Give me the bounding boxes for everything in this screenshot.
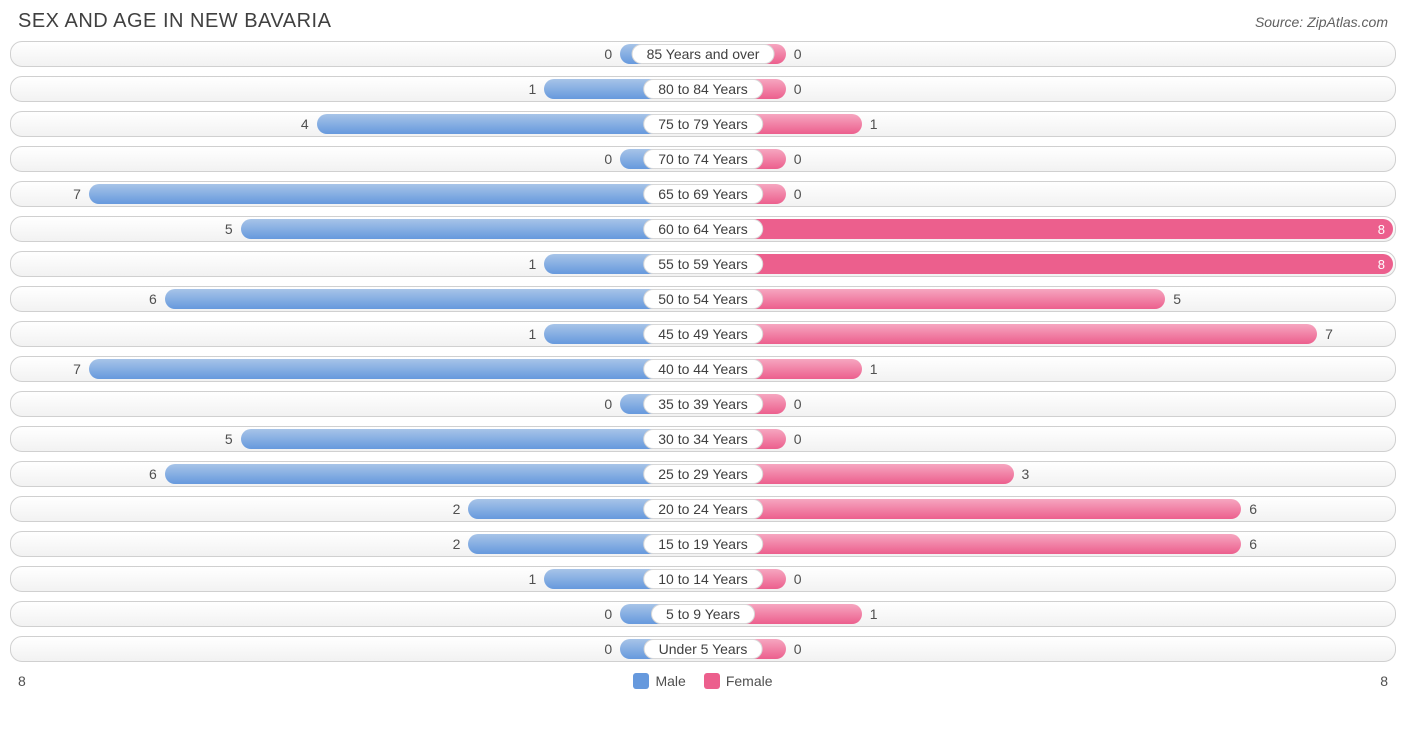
legend-male: Male [633,673,685,689]
age-group-label: 10 to 14 Years [643,569,763,589]
age-group-label: 35 to 39 Years [643,394,763,414]
pyramid-row: 5 8 60 to 64 Years [10,216,1396,242]
male-value: 7 [73,359,81,379]
male-value: 1 [529,569,537,589]
pyramid-row: 1 0 80 to 84 Years [10,76,1396,102]
female-value: 7 [1325,324,1333,344]
male-value: 0 [604,604,612,624]
female-value: 1 [870,604,878,624]
male-value: 2 [453,499,461,519]
female-value: 0 [794,569,802,589]
pyramid-row: 1 8 55 to 59 Years [10,251,1396,277]
population-pyramid: 0085 Years and over1080 to 84 Years4175 … [10,41,1396,662]
legend-male-swatch [633,673,649,689]
female-value: 1 [870,114,878,134]
female-bar [703,534,1241,554]
male-value: 4 [301,114,309,134]
male-value: 0 [604,639,612,659]
pyramid-row: 5 0 30 to 34 Years [10,426,1396,452]
female-value: 0 [794,44,802,64]
female-bar [703,289,1165,309]
female-value: 6 [1249,499,1257,519]
legend-female: Female [704,673,773,689]
age-group-label: 65 to 69 Years [643,184,763,204]
male-value: 6 [149,464,157,484]
age-group-label: 45 to 49 Years [643,324,763,344]
age-group-label: 15 to 19 Years [643,534,763,554]
female-value: 0 [794,639,802,659]
female-value: 6 [1249,534,1257,554]
female-bar: 8 [703,254,1393,274]
chart-footer: 8 Male Female 8 [10,671,1396,689]
age-group-label: 70 to 74 Years [643,149,763,169]
age-group-label: 30 to 34 Years [643,429,763,449]
male-bar [241,219,703,239]
pyramid-row: 6 3 25 to 29 Years [10,461,1396,487]
female-value: 5 [1173,289,1181,309]
age-group-label: 5 to 9 Years [651,604,755,624]
pyramid-row: 0 0 85 Years and over [10,41,1396,67]
pyramid-row: 1 0 10 to 14 Years [10,566,1396,592]
male-value: 0 [604,149,612,169]
pyramid-row: 2 6 20 to 24 Years [10,496,1396,522]
pyramid-row: 0 0 Under 5 Years [10,636,1396,662]
male-value: 5 [225,219,233,239]
axis-max-right: 8 [1380,673,1388,689]
male-value: 5 [225,429,233,449]
age-group-label: 60 to 64 Years [643,219,763,239]
age-group-label: 25 to 29 Years [643,464,763,484]
age-group-label: 50 to 54 Years [643,289,763,309]
male-value: 0 [604,44,612,64]
male-bar [165,464,703,484]
female-value: 0 [794,149,802,169]
age-group-label: 80 to 84 Years [643,79,763,99]
female-value: 8 [1378,257,1385,272]
age-group-label: 75 to 79 Years [643,114,763,134]
pyramid-row: 2 6 15 to 19 Years [10,531,1396,557]
pyramid-row: 0 0 70 to 74 Years [10,146,1396,172]
female-value: 0 [794,394,802,414]
chart-source: Source: ZipAtlas.com [1255,14,1388,30]
male-value: 6 [149,289,157,309]
pyramid-row: 7 1 40 to 44 Years [10,356,1396,382]
chart-title: SEX AND AGE IN NEW BAVARIA [18,10,331,33]
female-value: 1 [870,359,878,379]
age-group-label: Under 5 Years [644,639,763,659]
male-value: 1 [529,324,537,344]
female-bar: 8 [703,219,1393,239]
male-value: 7 [73,184,81,204]
chart-header: SEX AND AGE IN NEW BAVARIA Source: ZipAt… [10,10,1396,41]
female-value: 3 [1022,464,1030,484]
female-bar [703,499,1241,519]
pyramid-row: 0 1 5 to 9 Years [10,601,1396,627]
pyramid-row: 1 7 45 to 49 Years [10,321,1396,347]
legend-male-label: Male [655,673,685,689]
legend-female-label: Female [726,673,773,689]
male-value: 0 [604,394,612,414]
male-bar [165,289,703,309]
female-bar [703,324,1317,344]
pyramid-row: 4 1 75 to 79 Years [10,111,1396,137]
age-group-label: 40 to 44 Years [643,359,763,379]
female-value: 0 [794,184,802,204]
male-value: 1 [529,79,537,99]
female-value: 0 [794,79,802,99]
age-group-label: 55 to 59 Years [643,254,763,274]
female-value: 0 [794,429,802,449]
pyramid-row: 7 0 65 to 69 Years [10,181,1396,207]
male-bar [89,184,703,204]
age-group-label: 20 to 24 Years [643,499,763,519]
axis-max-left: 8 [18,673,26,689]
male-bar [89,359,703,379]
legend-female-swatch [704,673,720,689]
pyramid-row: 0 0 35 to 39 Years [10,391,1396,417]
age-group-label: 85 Years and over [632,44,775,64]
pyramid-row: 6 5 50 to 54 Years [10,286,1396,312]
male-value: 2 [453,534,461,554]
male-bar [241,429,703,449]
female-value: 8 [1378,222,1385,237]
legend: Male Female [633,673,772,689]
male-value: 1 [529,254,537,274]
